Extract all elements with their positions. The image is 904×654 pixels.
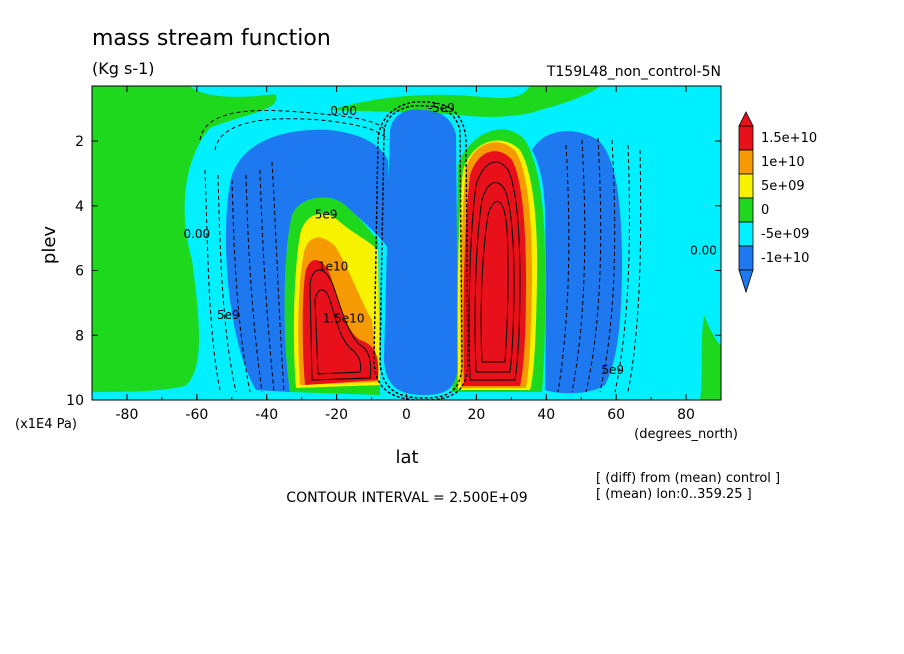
green-region-left <box>92 86 277 392</box>
chart-units: (Kg s-1) <box>92 59 155 78</box>
contour-label: 0.00 <box>690 243 717 257</box>
colorbar-label: 0 <box>761 203 769 218</box>
note-mean: [ (mean) lon:0..359.25 ] <box>596 487 752 502</box>
note-diff: [ (diff) from (mean) control ] <box>596 471 780 486</box>
y-axis-label: plev <box>39 226 60 265</box>
x-tick-label: -40 <box>255 407 278 423</box>
contour-label: 0.00 <box>330 104 357 118</box>
colorbar-bottom-triangle <box>738 269 754 294</box>
colorbar-label: 1.5e+10 <box>761 131 817 146</box>
y-tick-label: 8 <box>75 328 84 344</box>
contour-label: 5e9 <box>601 363 624 377</box>
chart-title: mass stream function <box>92 26 331 51</box>
green-region-right <box>700 315 721 400</box>
colorbar-swatch <box>738 221 754 247</box>
x-axis: -80 -60 -40 -20 0 20 40 60 80 <box>91 86 722 423</box>
contour-label: -5e9 <box>428 101 455 115</box>
contour-label: 5e9 <box>217 308 240 322</box>
equatorial-contours <box>373 101 469 400</box>
colorbar-swatch <box>738 197 754 223</box>
contour-label: 0.00 <box>183 227 210 241</box>
colorbar-label: -5e+09 <box>761 227 809 242</box>
contour-label: 1e10 <box>318 260 348 274</box>
colorbar: 1.5e+10 1e+10 5e+09 0 -5e+09 -1e+10 <box>738 111 817 294</box>
colorbar-label: 1e+10 <box>761 155 805 170</box>
x-axis-label: lat <box>395 447 418 468</box>
contour-label: 5e9 <box>315 208 338 222</box>
y-tick-label: 6 <box>75 264 84 280</box>
x-tick-label: -20 <box>325 407 348 423</box>
red-region-sh <box>302 260 379 385</box>
x-tick-label: 80 <box>677 407 695 423</box>
contour-lines <box>199 109 642 393</box>
y-tick-label: 4 <box>75 199 84 215</box>
y-axis: 2 4 6 8 10 <box>66 134 721 409</box>
colorbar-swatch <box>738 245 754 271</box>
y-axis-units: (x1E4 Pa) <box>15 417 77 432</box>
x-tick-label: -80 <box>116 407 139 423</box>
plot-area <box>92 86 721 400</box>
contour-label: 1.5e10 <box>323 311 365 325</box>
chart-subtitle: T159L48_non_control-5N <box>546 64 721 80</box>
colorbar-swatch <box>738 173 754 199</box>
x-tick-label: -60 <box>185 407 208 423</box>
contour-labels: 0.00 0.00 0.00 5e9 -5e9 5e9 1e10 1.5e10 5e9 <box>183 101 716 377</box>
y-tick-label: 10 <box>66 393 84 409</box>
green-region-top <box>330 86 600 117</box>
blue-cell-equator <box>384 109 458 396</box>
colorbar-swatch <box>738 149 754 175</box>
x-tick-label: 60 <box>607 407 625 423</box>
y-tick-label: 2 <box>75 134 84 150</box>
x-tick-label: 40 <box>537 407 555 423</box>
red-region-nh <box>463 151 526 386</box>
colorbar-swatch <box>738 125 754 151</box>
x-tick-label: 20 <box>467 407 485 423</box>
colorbar-top-triangle <box>738 111 754 127</box>
blue-cell-nh <box>532 131 622 394</box>
colorbar-label: 5e+09 <box>761 179 805 194</box>
x-tick-label: 0 <box>402 407 411 423</box>
colorbar-label: -1e+10 <box>761 251 809 266</box>
x-axis-units: (degrees_north) <box>634 427 738 442</box>
contour-interval: CONTOUR INTERVAL = 2.500E+09 <box>286 490 527 506</box>
blue-cell-sh <box>226 129 392 392</box>
